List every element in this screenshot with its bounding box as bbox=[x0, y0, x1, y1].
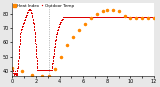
Legend: Heat Index, Outdoor Temp: Heat Index, Outdoor Temp bbox=[13, 3, 74, 8]
